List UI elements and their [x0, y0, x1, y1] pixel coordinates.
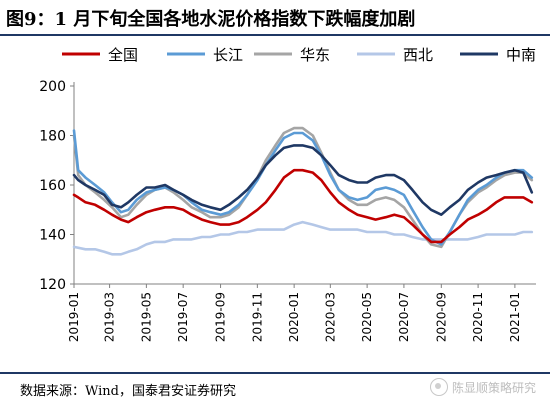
y-tick-label: 200 [39, 79, 66, 95]
x-tick-label: 2019-05 [139, 292, 153, 342]
axes: 120 140 160 180 200 2019-01 2019-03 2019-05 2019… [39, 79, 536, 342]
x-tick-label: 2020-05 [360, 292, 374, 342]
x-tick-label: 2020-11 [471, 292, 485, 342]
watermark: 陈显顺策略研究 [429, 378, 536, 396]
x-tick-label: 2020-03 [323, 292, 337, 342]
y-tick-label: 160 [39, 178, 66, 194]
x-tick-label: 2019-09 [214, 292, 228, 342]
x-tick-label: 2019-11 [250, 292, 264, 342]
title-bar: 图9：1 月下旬全国各地水泥价格指数下跌幅度加剧 [0, 0, 550, 36]
x-tick-label: 2020-01 [287, 292, 301, 342]
wechat-icon [429, 378, 448, 396]
series-line-0 [72, 168, 534, 244]
legend-label: 全国 [108, 46, 138, 64]
x-tick-label: 2019-07 [176, 292, 190, 342]
x-tick-label: 2021-01 [508, 292, 522, 342]
source-bar: 数据来源：Wind，国泰君安证券研究 陈显顺策略研究 [0, 372, 550, 405]
x-tick-label: 2020-07 [397, 292, 411, 342]
x-tick-label: 2019-01 [67, 292, 81, 342]
y-tick-label: 120 [39, 277, 66, 293]
series-lines [72, 126, 534, 256]
legend-label: 华东 [300, 46, 330, 64]
chart-area: 120 140 160 180 200 2019-01 2019-03 2019-05 2019… [39, 46, 536, 342]
legend-label: 中南 [506, 46, 536, 64]
watermark-text: 陈显顺策略研究 [451, 380, 536, 395]
series-line-1 [72, 129, 534, 246]
legend: 全国 长江 华东 西北 中南 [62, 46, 536, 64]
source-note: 数据来源：Wind，国泰君安证券研究 [20, 384, 236, 399]
series-line-4 [72, 144, 534, 216]
series-line-3 [72, 220, 534, 256]
legend-label: 长江 [213, 46, 243, 64]
y-tick-label: 140 [39, 228, 66, 244]
chart-title: 图9：1 月下旬全国各地水泥价格指数下跌幅度加剧 [6, 9, 416, 30]
y-tick-label: 180 [39, 129, 66, 145]
legend-label: 西北 [403, 46, 433, 64]
x-tick-label: 2019-03 [103, 292, 117, 342]
x-tick-label: 2020-09 [434, 292, 448, 342]
